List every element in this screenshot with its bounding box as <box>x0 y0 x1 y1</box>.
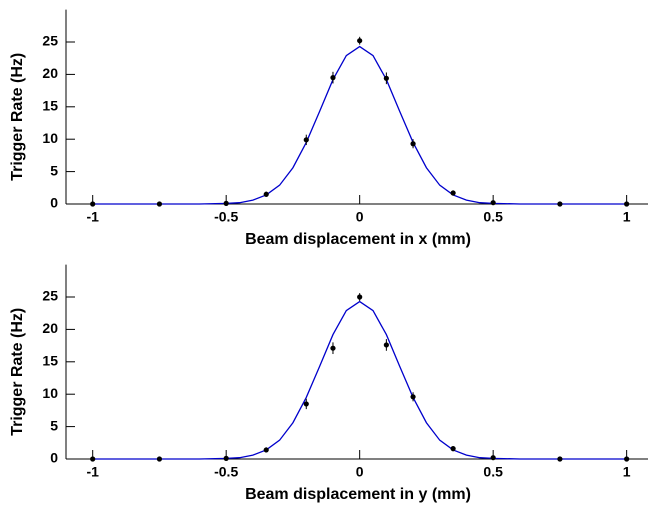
y-tick-label: 5 <box>50 162 58 178</box>
x-axis-label: Beam displacement in y (mm) <box>245 486 471 503</box>
data-point <box>330 345 336 351</box>
data-point <box>263 191 269 197</box>
y-axis-label: Trigger Rate (Hz) <box>9 308 26 436</box>
y-tick-label: 0 <box>50 450 58 466</box>
x-tick-label: -0.5 <box>214 209 238 225</box>
y-tick-label: 0 <box>50 195 58 211</box>
data-point <box>383 75 389 81</box>
data-point <box>383 342 389 348</box>
y-tick-label: 20 <box>42 320 58 336</box>
data-point <box>357 38 363 44</box>
data-point <box>410 394 416 400</box>
x-tick-label: 0.5 <box>483 464 503 480</box>
x-tick-label: 1 <box>623 464 631 480</box>
y-tick-label: 25 <box>42 33 58 49</box>
y-axis-label: Trigger Rate (Hz) <box>9 53 26 181</box>
x-tick-label: -1 <box>86 209 99 225</box>
data-point <box>90 456 96 462</box>
data-point <box>223 200 229 206</box>
data-point <box>450 446 456 452</box>
fit-curve <box>92 300 627 460</box>
data-point <box>156 201 163 207</box>
data-point <box>357 294 363 300</box>
data-point <box>263 447 269 453</box>
data-point <box>303 137 309 143</box>
data-point <box>303 401 309 407</box>
x-tick-label: 0.5 <box>483 209 503 225</box>
data-point <box>624 201 630 207</box>
y-tick-label: 25 <box>42 288 58 304</box>
y-tick-label: 20 <box>42 65 58 81</box>
y-tick-label: 10 <box>42 130 58 146</box>
y-tick-label: 5 <box>50 417 58 433</box>
x-tick-label: 0 <box>356 209 364 225</box>
data-point <box>223 455 229 461</box>
x-axis-label: Beam displacement in x (mm) <box>245 231 471 248</box>
x-tick-label: 1 <box>623 209 631 225</box>
data-point <box>490 455 496 461</box>
x-tick-label: 0 <box>356 464 364 480</box>
data-point <box>156 456 163 462</box>
data-point <box>490 200 496 206</box>
data-point <box>90 201 96 207</box>
data-point <box>624 456 630 462</box>
data-point <box>557 201 563 207</box>
y-tick-label: 10 <box>42 385 58 401</box>
data-point <box>410 141 416 147</box>
x-tick-label: -0.5 <box>214 464 238 480</box>
y-tick-label: 15 <box>42 98 58 114</box>
data-point <box>557 456 563 462</box>
data-point <box>330 75 336 81</box>
x-tick-label: -1 <box>86 464 99 480</box>
y-tick-label: 15 <box>42 353 58 369</box>
data-point <box>450 190 456 196</box>
fit-curve <box>92 45 627 205</box>
